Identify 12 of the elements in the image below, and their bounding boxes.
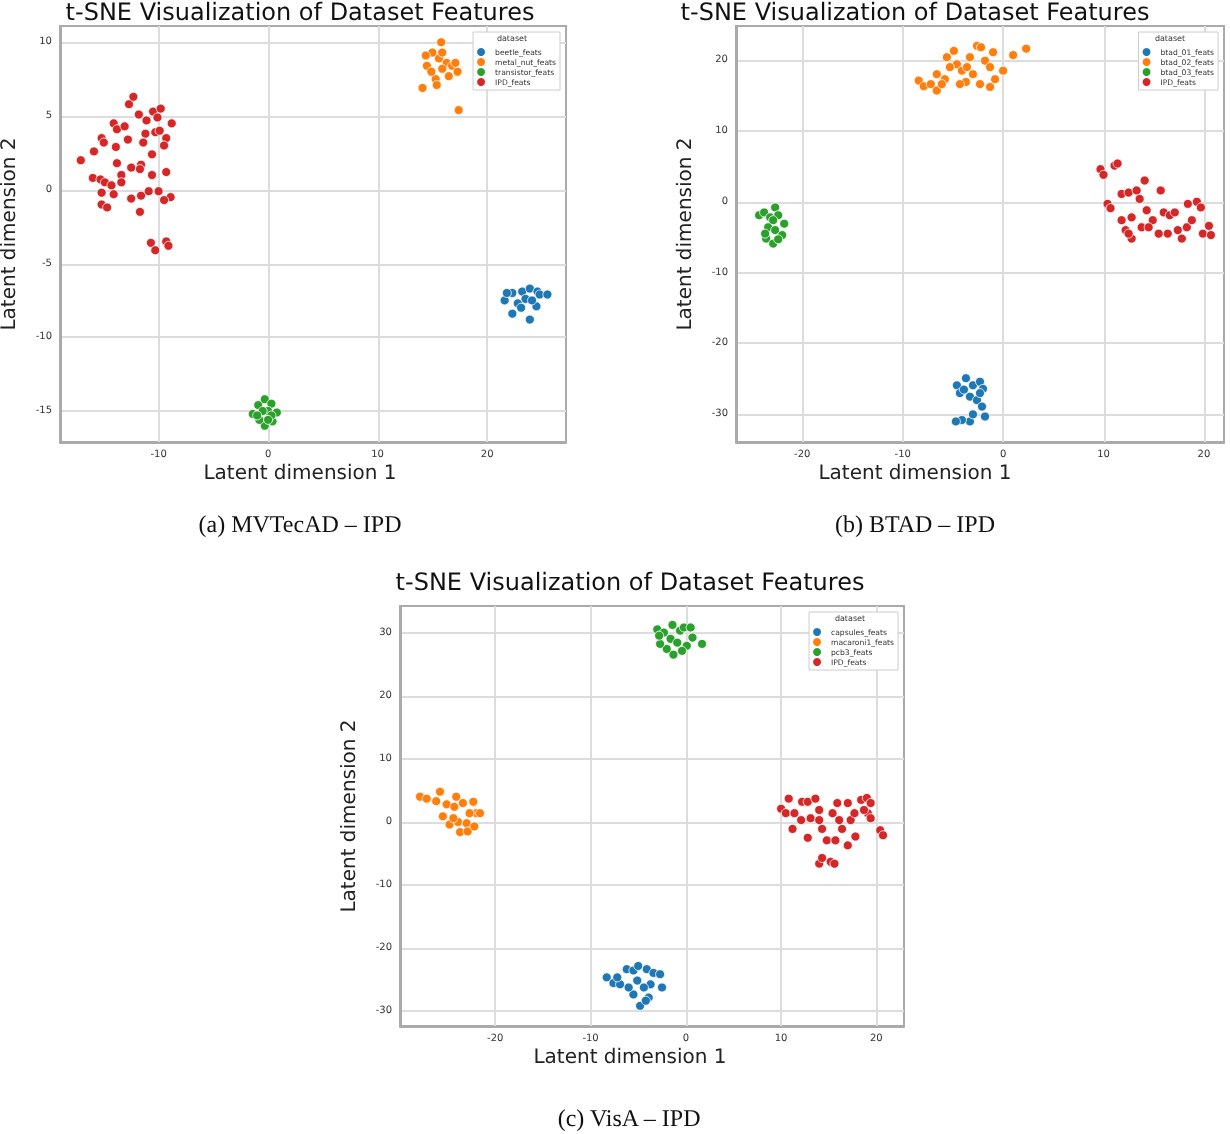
chart-title: t-SNE Visualization of Dataset Features: [680, 0, 1150, 26]
text: (b) BTAD – IPD: [834, 510, 996, 538]
text: (a) MVTecAD – IPD: [198, 510, 403, 538]
x-axis-title: Latent dimension 1: [533, 1047, 727, 1069]
x-axis-title: Latent dimension 1: [818, 463, 1012, 485]
y-axis-title: Latent dimension 2: [339, 719, 361, 913]
chart-title: t-SNE Visualization of Dataset Features: [65, 0, 535, 26]
y-axis-title: Latent dimension 2: [675, 137, 697, 331]
y-axis-title: Latent dimension 2: [0, 137, 21, 331]
x-axis-title: Latent dimension 1: [203, 463, 397, 485]
text: (c) VisA – IPD: [557, 1104, 702, 1132]
chart-title: t-SNE Visualization of Dataset Features: [395, 568, 865, 596]
